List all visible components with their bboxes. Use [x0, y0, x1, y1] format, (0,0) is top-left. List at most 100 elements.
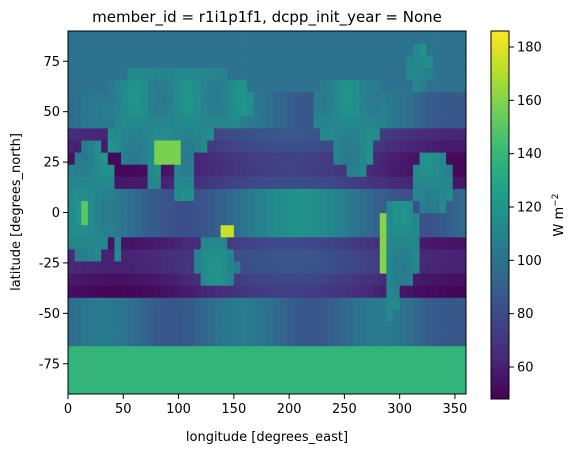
heatmap-cell: [346, 273, 354, 286]
heatmap-cell: [233, 79, 242, 93]
x-tick-label: 300: [387, 402, 412, 417]
heatmap-cell: [346, 224, 354, 238]
heatmap-cell: [127, 152, 135, 165]
heatmap-cell: [346, 115, 354, 129]
heatmap-cell: [213, 43, 222, 56]
heatmap-cell: [227, 139, 235, 153]
heatmap-cell: [81, 91, 89, 105]
heatmap-cell: [459, 333, 466, 347]
heatmap-cell: [127, 381, 135, 394]
heatmap-cell: [280, 67, 288, 80]
heatmap-cell: [167, 176, 175, 189]
heatmap-cell: [68, 67, 76, 80]
y-tick-label: 50: [43, 105, 60, 120]
heatmap-cell: [213, 79, 222, 93]
heatmap-cell: [273, 115, 281, 129]
heatmap-cell: [273, 152, 281, 165]
heatmap-cell: [273, 333, 281, 347]
heatmap-cell: [320, 273, 328, 286]
heatmap-cell: [94, 285, 102, 298]
heatmap-cell: [200, 333, 208, 347]
heatmap-cell: [107, 345, 116, 359]
heatmap-cell: [313, 248, 321, 262]
heatmap-cell: [399, 309, 407, 322]
heatmap-cell: [459, 212, 466, 226]
heatmap-cell: [220, 103, 228, 117]
heatmap-cell: [194, 212, 202, 226]
heatmap-cell: [74, 321, 82, 335]
heatmap-cell: [94, 345, 102, 359]
heatmap-cell: [200, 152, 208, 165]
heatmap-cell: [393, 91, 401, 105]
heatmap-cell: [446, 297, 454, 310]
heatmap-cell: [147, 333, 155, 347]
heatmap-cell: [68, 369, 76, 383]
heatmap-cell: [220, 309, 228, 322]
heatmap-cell: [180, 164, 188, 177]
heatmap-cell: [446, 224, 454, 238]
heatmap-cell: [353, 357, 361, 371]
heatmap-cell: [373, 31, 381, 44]
heatmap-cell: [399, 236, 407, 250]
heatmap-cell: [220, 212, 228, 226]
heatmap-cell: [174, 200, 182, 214]
heatmap-cell: [300, 297, 308, 310]
heatmap-cell: [406, 309, 414, 322]
heatmap-cell: [426, 43, 434, 56]
heatmap-cell: [446, 333, 454, 347]
heatmap-cell: [260, 345, 268, 359]
heatmap-cell: [233, 345, 242, 359]
heatmap-cell: [452, 31, 460, 44]
heatmap-cell: [187, 152, 195, 165]
heatmap-cell: [101, 224, 109, 238]
heatmap-cell: [174, 164, 182, 177]
heatmap-cell: [386, 321, 394, 335]
heatmap-cell: [406, 115, 414, 129]
heatmap-cell: [114, 176, 122, 189]
heatmap-cell: [306, 285, 315, 298]
heatmap-cell: [107, 127, 116, 141]
heatmap-cell: [439, 273, 447, 286]
heatmap-cell: [313, 212, 321, 226]
heatmap-cell: [87, 176, 96, 189]
heatmap-cell: [227, 369, 235, 383]
heatmap-cell: [253, 273, 261, 286]
heatmap-cell: [379, 309, 387, 322]
colorbar-tick-label: 120: [517, 201, 542, 216]
heatmap-cell: [339, 285, 348, 298]
heatmap-cell: [68, 212, 76, 226]
heatmap-cell: [353, 79, 361, 93]
heatmap-cell: [187, 309, 195, 322]
heatmap-cell: [253, 67, 261, 80]
heatmap-cell: [247, 79, 255, 93]
heatmap-cell: [419, 55, 427, 68]
heatmap-cell: [320, 103, 328, 117]
heatmap-cell: [121, 115, 129, 129]
heatmap-cell: [320, 212, 328, 226]
heatmap-cell: [339, 43, 348, 56]
heatmap-cell: [121, 55, 129, 68]
heatmap-cell: [333, 67, 341, 80]
heatmap-cell: [121, 103, 129, 117]
heatmap-cell: [452, 79, 460, 93]
heatmap-cell: [160, 309, 169, 322]
heatmap-cell: [140, 321, 149, 335]
heatmap-cell: [160, 236, 169, 250]
heatmap-cell: [127, 200, 135, 214]
heatmap-cell: [373, 200, 381, 214]
heatmap-cell: [439, 260, 447, 274]
heatmap-cell: [333, 236, 341, 250]
heatmap-cell: [300, 79, 308, 93]
heatmap-cell: [452, 345, 460, 359]
heatmap-cell: [233, 176, 242, 189]
heatmap-cell: [94, 55, 102, 68]
heatmap-cell: [247, 297, 255, 310]
heatmap-cell: [300, 309, 308, 322]
heatmap-cell: [260, 91, 268, 105]
heatmap-cell: [432, 285, 441, 298]
heatmap-cell: [313, 273, 321, 286]
heatmap-cell: [280, 176, 288, 189]
heatmap-cell: [353, 139, 361, 153]
heatmap-cell: [426, 297, 434, 310]
heatmap-cell: [339, 381, 348, 394]
